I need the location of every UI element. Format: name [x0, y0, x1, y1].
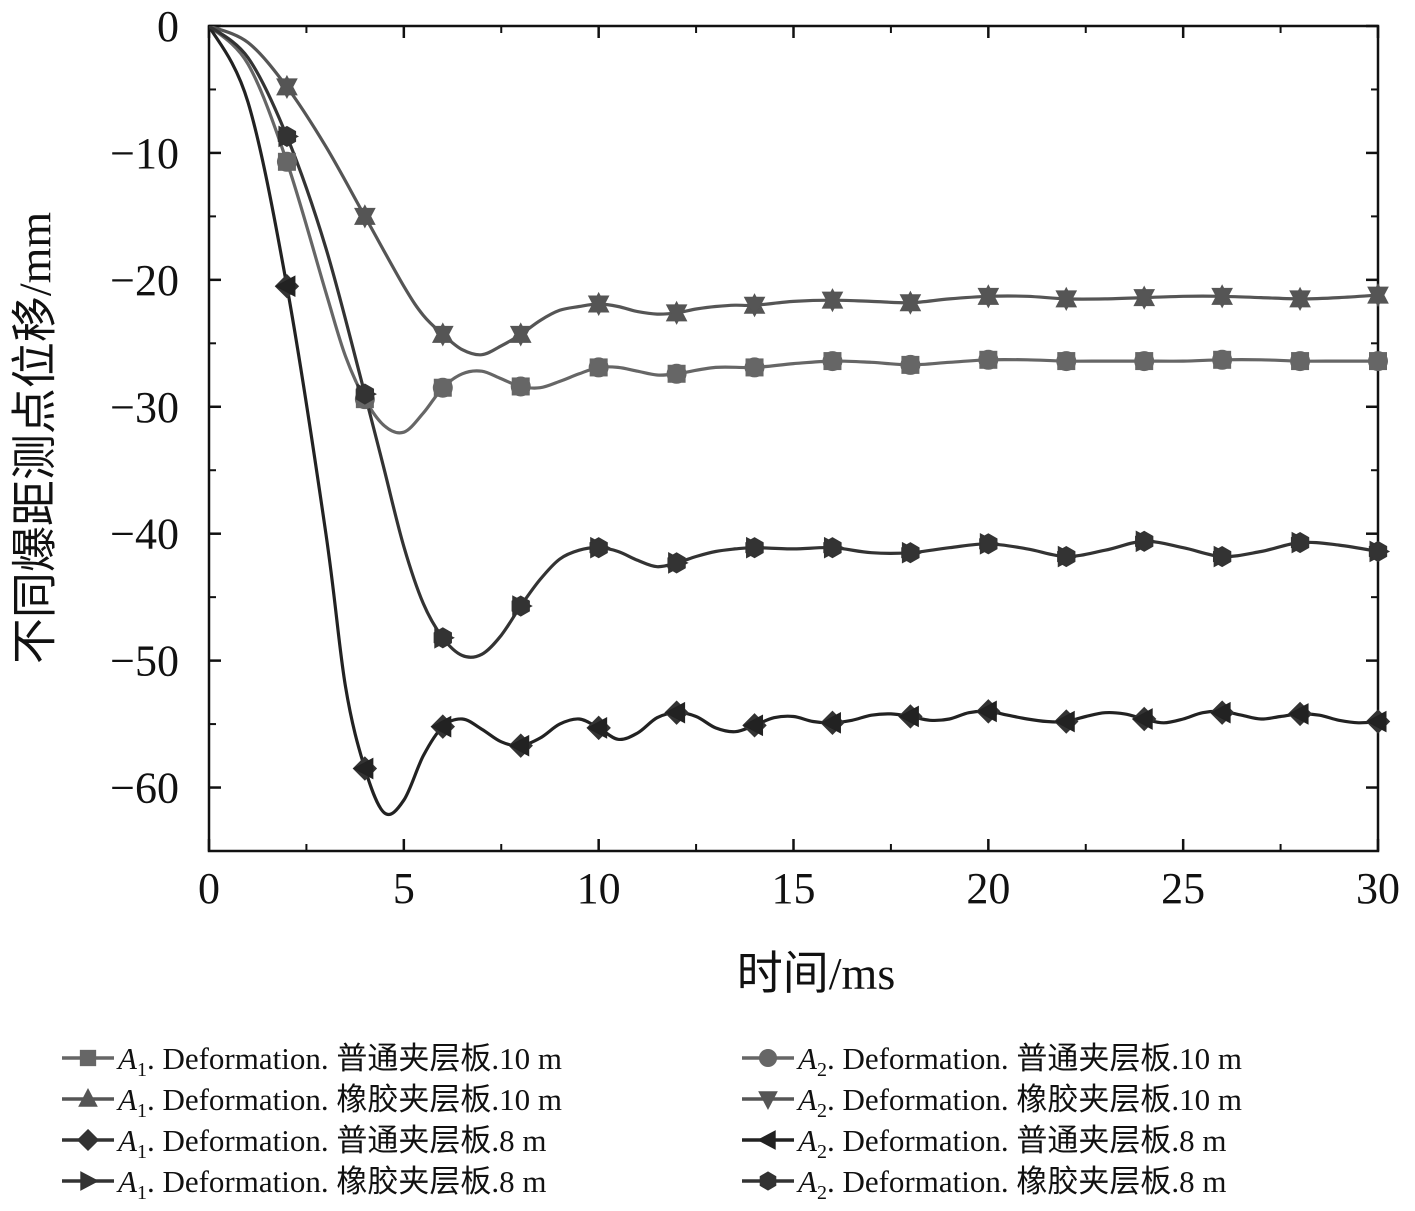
x-tick-label: 0 — [198, 864, 220, 913]
data-point-s7 — [274, 275, 296, 298]
data-point-s6 — [1055, 290, 1078, 311]
data-point-s8 — [355, 383, 375, 405]
data-point-s8 — [1290, 531, 1310, 554]
data-point-s5 — [432, 377, 453, 398]
data-point-s6 — [587, 295, 610, 317]
x-tick-label: 10 — [577, 864, 621, 913]
data-point-s5 — [276, 151, 297, 172]
data-point-s5 — [900, 354, 921, 375]
legend-marker-triangle-down — [758, 1091, 778, 1110]
data-point-s5 — [1212, 349, 1233, 370]
legend-marker-square — [79, 1049, 97, 1067]
x-tick-label: 25 — [1161, 864, 1205, 913]
y-tick-label: −30 — [110, 383, 179, 432]
data-point-s8 — [589, 537, 608, 559]
data-point-s6 — [665, 304, 688, 325]
x-tick-label: 5 — [393, 864, 415, 913]
y-tick-label: −20 — [110, 256, 179, 305]
data-point-s7 — [742, 714, 764, 737]
data-point-s8 — [745, 537, 764, 559]
data-point-s7 — [820, 711, 841, 734]
data-point-s8 — [979, 533, 998, 555]
legend-marker-triangle-up — [78, 1088, 98, 1107]
y-tick-label: 0 — [157, 2, 179, 51]
data-point-s8 — [901, 542, 920, 564]
data-point-s8 — [511, 595, 530, 617]
data-point-s7 — [1132, 708, 1153, 730]
y-tick-label: −40 — [110, 510, 179, 559]
legend-label: A1. Deformation. 橡胶夹层板.8 m — [116, 1164, 546, 1204]
legend-label: A2. Deformation. 普通夹层板.8 m — [796, 1123, 1226, 1163]
data-point-s6 — [1289, 290, 1311, 311]
data-point-s8 — [823, 537, 842, 559]
x-tick-label: 20 — [966, 864, 1010, 913]
series-line-c8n — [209, 26, 1378, 817]
data-point-s6 — [1211, 287, 1233, 309]
data-point-s5 — [1290, 351, 1311, 372]
data-point-s6 — [1133, 289, 1156, 310]
series-markers — [274, 74, 1391, 781]
legend: A1. Deformation. 普通夹层板.10 mA1. Deformati… — [62, 1041, 1242, 1204]
legend-label: A2. Deformation. 橡胶夹层板.8 m — [796, 1164, 1226, 1204]
data-point-s7 — [586, 717, 608, 739]
legend-label: A2. Deformation. 普通夹层板.10 m — [796, 1041, 1242, 1081]
legend-marker-hexagon — [759, 1171, 777, 1191]
data-point-s7 — [352, 757, 374, 780]
x-axis-title: 时间/ms — [737, 948, 895, 999]
data-point-s6 — [276, 78, 298, 99]
data-point-s8 — [1368, 540, 1388, 563]
y-tick-label: −60 — [110, 764, 179, 813]
legend-marker-triangle-left — [757, 1130, 776, 1150]
data-point-s5 — [588, 357, 609, 378]
data-point-s7 — [1287, 703, 1309, 725]
y-tick-label: −50 — [110, 637, 179, 686]
series-line-c8r — [209, 26, 1378, 659]
data-point-s8 — [1212, 545, 1232, 568]
legend-label: A1. Deformation. 普通夹层板.8 m — [116, 1123, 546, 1163]
data-point-s7 — [508, 734, 530, 757]
legend-marker-circle — [758, 1048, 778, 1068]
data-point-s7 — [1054, 710, 1075, 733]
data-point-s7 — [976, 700, 997, 723]
data-point-s7 — [1210, 701, 1231, 724]
series-line-c10n — [209, 26, 1378, 435]
x-tick-label: 30 — [1356, 864, 1400, 913]
data-point-s8 — [667, 552, 686, 574]
data-point-s6 — [821, 291, 844, 313]
x-tick-label: 15 — [772, 864, 816, 913]
data-point-s5 — [978, 349, 999, 370]
y-tick-label: −10 — [110, 129, 179, 178]
data-point-s6 — [431, 325, 454, 347]
data-point-s5 — [744, 357, 765, 378]
data-point-s7 — [1365, 710, 1387, 733]
data-point-s7 — [664, 701, 686, 724]
data-point-s8 — [277, 125, 297, 148]
data-point-s6 — [509, 325, 532, 347]
data-point-s8 — [1057, 545, 1076, 568]
data-point-s8 — [433, 627, 452, 649]
legend-label: A1. Deformation. 橡胶夹层板.10 m — [116, 1082, 562, 1122]
data-point-s5 — [1134, 351, 1155, 372]
data-point-s5 — [822, 351, 843, 372]
data-point-s5 — [1056, 351, 1077, 372]
data-point-s7 — [898, 705, 919, 728]
data-point-s6 — [899, 294, 922, 315]
legend-marker-triangle-right — [80, 1171, 99, 1191]
data-point-s5 — [666, 363, 687, 384]
y-axis-title: 不同爆距测点位移/mm — [10, 212, 61, 665]
legend-label: A2. Deformation. 橡胶夹层板.10 m — [796, 1082, 1242, 1122]
data-point-s6 — [743, 296, 766, 318]
axes: 0 5 10 15 20 25 30 0 −10 −20 −30 −40 −50 −60 — [110, 2, 1400, 913]
data-point-s5 — [1368, 351, 1388, 372]
data-point-s7 — [430, 715, 452, 738]
data-point-s8 — [1135, 530, 1154, 552]
data-point-s6 — [977, 287, 1000, 309]
legend-label: A1. Deformation. 普通夹层板.10 m — [116, 1041, 562, 1081]
data-point-s6 — [1367, 286, 1389, 308]
data-point-s6 — [354, 207, 376, 229]
legend-marker-diamond — [76, 1128, 100, 1152]
data-point-s5 — [510, 376, 531, 397]
